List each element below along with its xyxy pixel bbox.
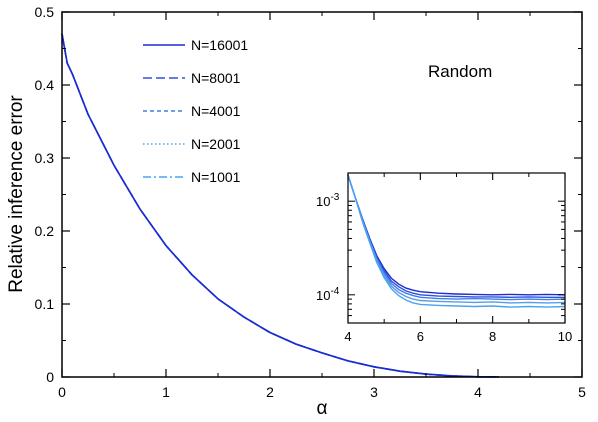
x-axis-label: α [317,398,328,419]
inset-series-line [347,174,566,308]
main-y-tick-label: 0.5 [35,4,55,20]
inset-y-tick-base: 10 [316,288,330,303]
inset-plot: 4 6 8 10 10-310-4 [316,172,572,344]
inset-curves [347,174,566,308]
main-plot: 0 1 2 3 4 5 0 0.1 0.2 0.3 0.4 0.5 α Relative infer… [6,4,586,419]
legend-item: N=8001 [143,70,241,86]
main-x-tick-label: 2 [266,384,274,400]
inset-x-tick-label: 6 [417,329,424,344]
inset-ticks [347,172,566,324]
legend-item: N=1001 [143,169,241,185]
main-y-tick-label: 0.4 [35,77,55,93]
inset-x-tick-label: 4 [344,329,351,344]
main-x-tick-label: 4 [474,384,482,400]
main-x-tick-label: 3 [370,384,378,400]
main-x-tick-labels: 0 1 2 3 4 5 [58,384,586,400]
inset-y-tick-exponent: -4 [330,286,339,297]
inset-y-tick-label: 10-4 [316,286,340,303]
legend-label: N=8001 [191,70,241,86]
main-ticks [61,11,583,378]
main-series-line [61,33,499,378]
legend: N=16001 N=8001 N=4001 N=2001 N=1001 [143,37,248,185]
y-axis-label: Relative inference error [6,95,27,293]
legend-label: N=2001 [191,136,241,152]
legend-item: N=16001 [143,37,248,53]
main-curves [61,33,499,378]
inset-x-tick-label: 8 [489,329,496,344]
main-y-tick-label: 0 [46,369,54,385]
main-y-tick-label: 0.3 [35,150,55,166]
annotation-random: Random [428,62,492,81]
legend-label: N=1001 [191,169,241,185]
inset-y-tick-label: 10-3 [316,192,340,209]
main-y-tick-labels: 0 0.1 0.2 0.3 0.4 0.5 [35,4,55,385]
inset-y-tick-exponent: -3 [330,192,339,203]
inset-y-tick-labels: 10-310-4 [316,192,340,303]
inset-y-tick-base: 10 [316,194,330,209]
main-y-tick-label: 0.2 [35,223,55,239]
main-x-tick-label: 0 [58,384,66,400]
inset-background [348,173,565,323]
main-y-tick-label: 0.1 [35,296,55,312]
legend-item: N=4001 [143,103,241,119]
legend-label: N=4001 [191,103,241,119]
legend-label: N=16001 [191,37,248,53]
legend-item: N=2001 [143,136,241,152]
inset-x-tick-label: 10 [558,329,572,344]
main-x-tick-label: 1 [162,384,170,400]
main-x-tick-label: 5 [578,384,586,400]
inset-x-tick-labels: 4 6 8 10 [344,329,572,344]
